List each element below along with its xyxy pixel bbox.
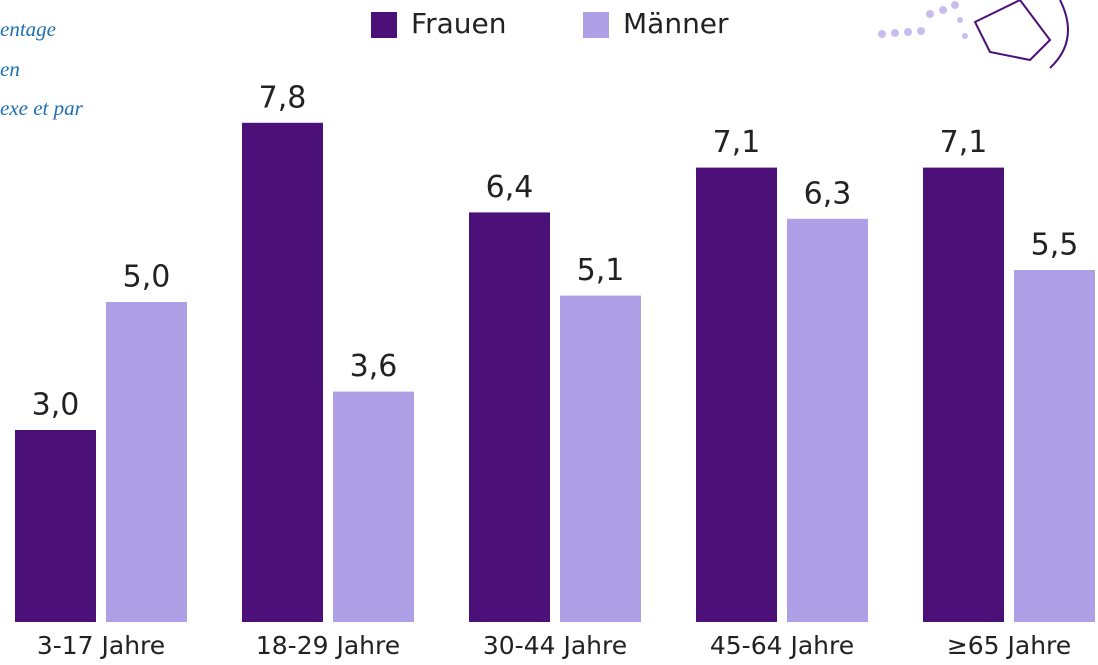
value-label: 5,5 (1031, 228, 1079, 263)
x-tick-label: 30-44 Jahre (483, 631, 627, 660)
note: en (0, 57, 20, 81)
bar (1014, 270, 1095, 622)
note: exe et par (0, 96, 84, 120)
chart: entage en exe et par Frauen Männer 3-17 Ja… (0, 0, 1098, 665)
notes: entage en exe et par (0, 17, 84, 120)
x-tick-label: 3-17 Jahre (37, 631, 165, 660)
value-label: 7,8 (259, 80, 307, 115)
value-label: 5,0 (123, 260, 171, 295)
legend-swatch (371, 12, 397, 38)
note: entage (0, 17, 56, 41)
bar (696, 168, 777, 622)
bar (15, 430, 96, 622)
bar (333, 392, 414, 622)
x-tick-label: ≥65 Jahre (947, 631, 1071, 660)
decor-icon (878, 0, 1068, 68)
value-label: 6,4 (486, 170, 534, 205)
bar (469, 212, 550, 622)
bar (560, 296, 641, 622)
bar (923, 168, 1004, 622)
legend-label: Männer (623, 7, 729, 40)
legend-swatch (583, 12, 609, 38)
value-label: 6,3 (804, 176, 852, 211)
bar (106, 302, 187, 622)
x-tick-label: 45-64 Jahre (710, 631, 854, 660)
bar (242, 123, 323, 622)
value-label: 3,0 (32, 388, 80, 423)
legend-label: Frauen (411, 7, 506, 40)
value-label: 7,1 (713, 125, 761, 160)
value-label: 7,1 (940, 125, 988, 160)
x-tick-label: 18-29 Jahre (256, 631, 400, 660)
value-label: 5,1 (577, 253, 625, 288)
value-label: 3,6 (350, 349, 398, 384)
bar (787, 219, 868, 622)
